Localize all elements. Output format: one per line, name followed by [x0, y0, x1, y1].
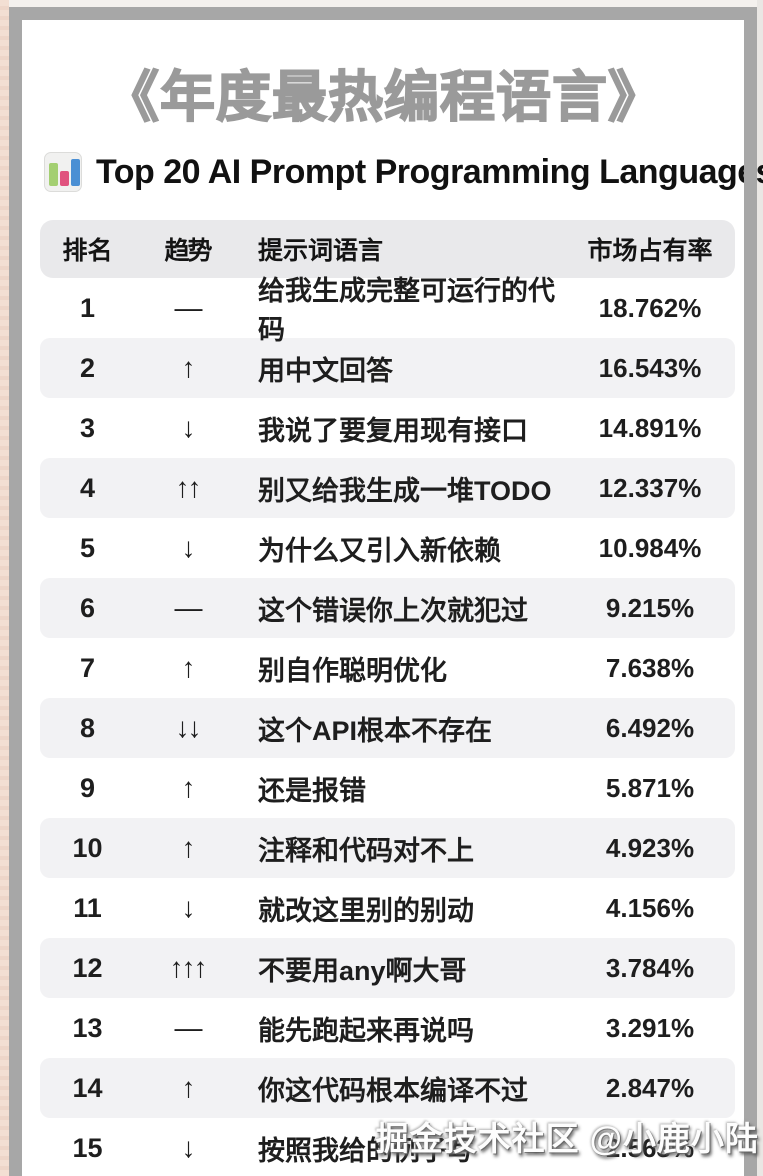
- header-prompt: 提示词语言: [258, 237, 384, 265]
- table-row: 5 ↓ 为什么又引入新依赖 10.984%: [40, 518, 735, 578]
- share-cell: 3.784%: [605, 952, 695, 983]
- header-share: 市场占有率: [587, 237, 713, 265]
- subtitle: Top 20 AI Prompt Programming Languages: [96, 152, 763, 191]
- prompt-cell: 按照我给的例子写: [258, 1135, 474, 1166]
- table-row: 8 ↓↓ 这个API根本不存在 6.492%: [40, 698, 735, 758]
- share-cell: 10.984%: [598, 532, 702, 563]
- top-edge-strip: [9, 0, 757, 7]
- prompt-cell: 这个错误你上次就犯过: [258, 595, 528, 626]
- table-row: 3 ↓ 我说了要复用现有接口 14.891%: [40, 398, 735, 458]
- share-cell: 6.492%: [605, 712, 695, 743]
- share-cell: 3.291%: [605, 1012, 695, 1043]
- prompt-cell: 用中文回答: [258, 355, 393, 386]
- share-cell: 14.891%: [598, 412, 702, 443]
- table-row: 12 ↑↑↑ 不要用any啊大哥 3.784%: [40, 938, 735, 998]
- header-trend: 趋势: [164, 237, 212, 265]
- prompt-cell: 别又给我生成一堆TODO: [258, 475, 552, 506]
- share-cell: 18.762%: [598, 292, 702, 323]
- prompt-cell: 为什么又引入新依赖: [258, 535, 501, 566]
- share-cell: 2.563%: [605, 1132, 695, 1163]
- prompt-cell: 你这代码根本编译不过: [258, 1075, 528, 1106]
- left-edge-strip: [0, 0, 9, 1176]
- table-row: 13 — 能先跑起来再说吗 3.291%: [40, 998, 735, 1058]
- watermark: 掘金技术社区 @小鹿小陆: [375, 1120, 759, 1157]
- share-cell: 7.638%: [605, 652, 695, 683]
- trend-cell: ↓: [181, 1132, 196, 1163]
- rank-cell: 2: [79, 352, 96, 383]
- trend-cell: —: [174, 1012, 203, 1043]
- share-cell: 9.215%: [605, 592, 695, 623]
- prompt-cell: 就改这里别的别动: [258, 895, 474, 926]
- prompt-cell: 还是报错: [258, 775, 366, 806]
- rank-cell: 15: [72, 1132, 103, 1163]
- rank-cell: 14: [72, 1072, 103, 1103]
- share-cell: 12.337%: [598, 472, 702, 503]
- trend-cell: —: [174, 592, 203, 623]
- table-row: 9 ↑ 还是报错 5.871%: [40, 758, 735, 818]
- rank-cell: 12: [72, 952, 103, 983]
- page-title: 《年度最热编程语言》: [103, 65, 664, 129]
- share-cell: 16.543%: [598, 352, 702, 383]
- share-cell: 4.156%: [605, 892, 695, 923]
- rank-cell: 8: [79, 712, 96, 743]
- rank-cell: 4: [79, 472, 96, 503]
- rank-cell: 1: [79, 292, 96, 323]
- trend-cell: ↑: [181, 352, 196, 383]
- rank-cell: 3: [79, 412, 96, 443]
- leaderboard-table: 排名 趋势 提示词语言 市场占有率 1 — 给我生成完整可运行的代码 18.76…: [40, 220, 735, 1176]
- prompt-cell: 这个API根本不存在: [258, 715, 493, 746]
- table-row: 11 ↓ 就改这里别的别动 4.156%: [40, 878, 735, 938]
- trend-cell: ↑: [181, 1072, 196, 1103]
- trend-cell: —: [174, 292, 203, 323]
- prompt-cell: 能先跑起来再说吗: [258, 1015, 474, 1046]
- rank-cell: 13: [72, 1012, 103, 1043]
- prompt-cell: 不要用any啊大哥: [258, 955, 467, 986]
- trend-cell: ↑: [181, 832, 196, 863]
- table-row: 15 ↓ 按照我给的例子写 2.563%: [40, 1118, 735, 1176]
- rank-cell: 10: [72, 832, 103, 863]
- table-header-row: 排名 趋势 提示词语言 市场占有率: [40, 220, 735, 278]
- bar-chart-icon-blue-bar: [71, 159, 80, 186]
- rank-cell: 7: [79, 652, 96, 683]
- trend-cell: ↓: [181, 532, 196, 563]
- right-edge-strip: [757, 0, 763, 1176]
- rank-cell: 6: [79, 592, 96, 623]
- prompt-cell: 别自作聪明优化: [258, 655, 447, 686]
- prompt-cell: 给我生成完整可运行的代码: [258, 276, 555, 345]
- subtitle-row: Top 20 AI Prompt Programming Languages: [44, 150, 763, 194]
- bar-chart-icon-green-bar: [49, 163, 58, 186]
- header-rank: 排名: [62, 237, 113, 265]
- table-row: 1 — 给我生成完整可运行的代码 18.762%: [40, 276, 735, 345]
- share-cell: 2.847%: [605, 1072, 695, 1103]
- share-cell: 4.923%: [605, 832, 695, 863]
- trend-cell: ↓: [181, 412, 196, 443]
- prompt-cell: 注释和代码对不上: [258, 835, 474, 866]
- prompt-cell: 我说了要复用现有接口: [258, 415, 528, 446]
- table-row: 4 ↑↑ 别又给我生成一堆TODO 12.337%: [40, 458, 735, 518]
- share-cell: 5.871%: [605, 772, 695, 803]
- rank-cell: 11: [73, 892, 102, 923]
- rank-cell: 5: [79, 532, 96, 563]
- table-row: 6 — 这个错误你上次就犯过 9.215%: [40, 578, 735, 638]
- table-row: 10 ↑ 注释和代码对不上 4.923%: [40, 818, 735, 878]
- trend-cell: ↑: [181, 652, 196, 683]
- trend-cell: ↑↑: [175, 472, 202, 503]
- bar-chart-icon: [44, 152, 82, 192]
- bar-chart-icon-pink-bar: [60, 171, 69, 186]
- rank-cell: 9: [79, 772, 96, 803]
- table-row: 7 ↑ 别自作聪明优化 7.638%: [40, 638, 735, 698]
- table-row: 2 ↑ 用中文回答 16.543%: [40, 338, 735, 398]
- table-body: 1 — 给我生成完整可运行的代码 18.762% 2 ↑ 用中文回答 16.54…: [40, 276, 735, 1176]
- trend-cell: ↑: [181, 772, 196, 803]
- trend-cell: ↑↑↑: [169, 952, 208, 983]
- trend-cell: ↓↓: [175, 712, 202, 743]
- table-row: 14 ↑ 你这代码根本编译不过 2.847%: [40, 1058, 735, 1118]
- trend-cell: ↓: [181, 892, 196, 923]
